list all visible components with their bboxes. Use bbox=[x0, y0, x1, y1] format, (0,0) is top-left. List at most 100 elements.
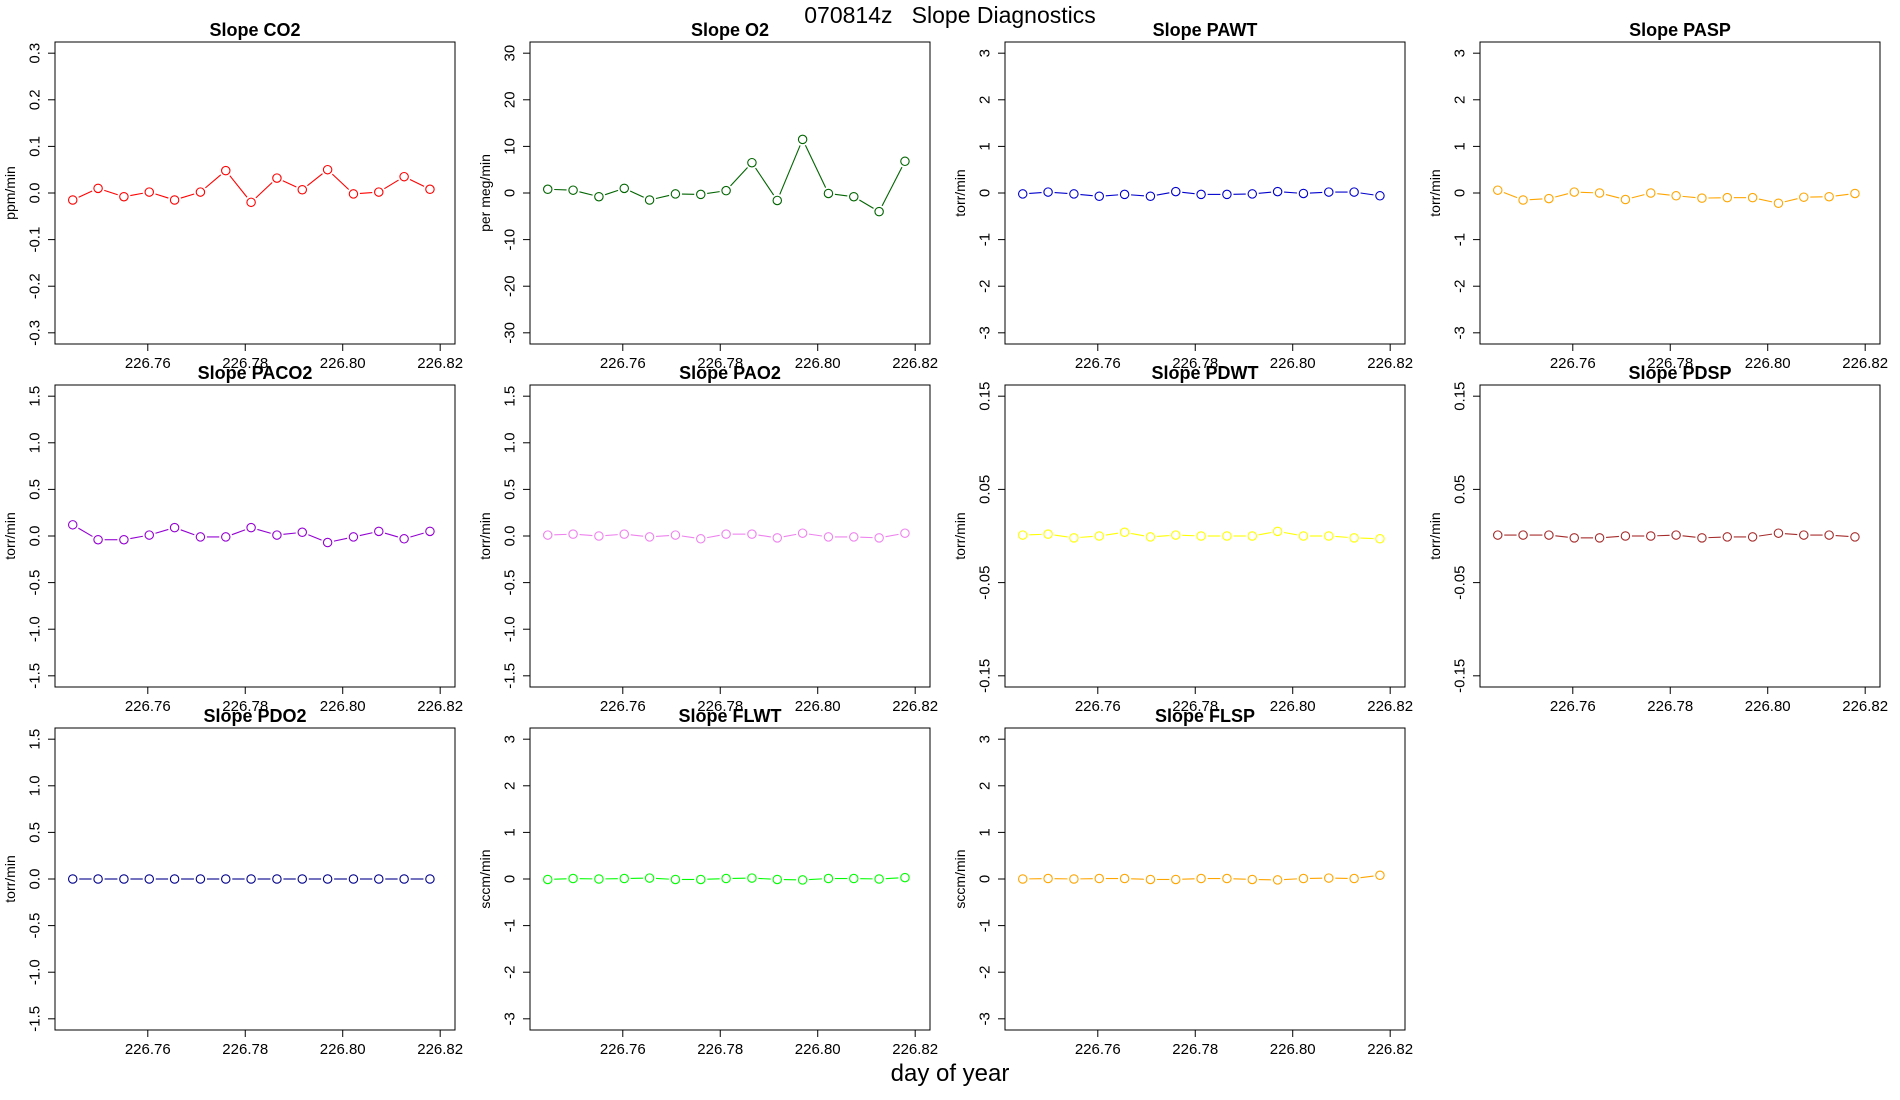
data-point bbox=[399, 534, 409, 544]
x-tick-label: 226.82 bbox=[417, 698, 463, 715]
data-point bbox=[1697, 533, 1707, 543]
data-point bbox=[1298, 188, 1309, 199]
data-point bbox=[348, 874, 359, 884]
data-point bbox=[1747, 192, 1758, 203]
y-tick-label: -1 bbox=[977, 919, 994, 932]
data-point bbox=[297, 874, 308, 884]
data-point bbox=[874, 874, 884, 884]
x-tick-label: 226.76 bbox=[600, 698, 646, 715]
data-point bbox=[1349, 533, 1359, 543]
x-tick-label: 226.82 bbox=[417, 355, 463, 372]
series-segment bbox=[730, 167, 748, 187]
data-point bbox=[1171, 530, 1181, 540]
page-title: 070814z Slope Diagnostics bbox=[804, 2, 1096, 28]
y-tick-label: 0 bbox=[977, 875, 994, 883]
data-point bbox=[1671, 530, 1681, 540]
data-point bbox=[849, 873, 859, 884]
data-point bbox=[1017, 189, 1028, 199]
data-point bbox=[619, 529, 629, 539]
series-segment bbox=[604, 189, 619, 196]
data-point bbox=[297, 527, 308, 538]
data-point bbox=[644, 532, 655, 542]
series-segment bbox=[1054, 191, 1068, 195]
series-segment bbox=[1784, 533, 1798, 536]
series-segment bbox=[1682, 535, 1696, 538]
series-segment bbox=[384, 179, 399, 190]
y-tick-label: -2 bbox=[977, 280, 994, 293]
y-tick-label: 2 bbox=[977, 782, 994, 790]
data-point bbox=[246, 522, 256, 533]
y-tick-label: -20 bbox=[502, 275, 519, 297]
data-point bbox=[900, 528, 910, 538]
chart-slope-pdwt: Slope PDWT torr/min 226.76 226.78 226.80 226.… bbox=[952, 363, 1413, 715]
data-point bbox=[670, 189, 681, 199]
x-tick-label: 226.80 bbox=[795, 698, 841, 715]
data-point bbox=[1272, 186, 1283, 197]
series-segment bbox=[1606, 535, 1619, 538]
data-point bbox=[399, 874, 409, 884]
data-point bbox=[1518, 195, 1528, 205]
data-point bbox=[1017, 530, 1028, 540]
y-axis-label: sccm/min bbox=[477, 849, 493, 908]
data-point bbox=[849, 532, 859, 542]
data-point bbox=[374, 874, 384, 884]
y-tick-label: -0.15 bbox=[1452, 659, 1469, 693]
y-tick-label: 1.0 bbox=[27, 432, 44, 453]
data-point bbox=[119, 874, 129, 884]
data-point bbox=[1094, 873, 1104, 884]
series-segment bbox=[331, 173, 350, 190]
y-tick-label: 1 bbox=[977, 828, 994, 836]
y-tick-label: -1.5 bbox=[27, 1006, 44, 1032]
chart-slope-pawt: Slope PAWT torr/min 226.76 226.78 226.80 226.… bbox=[952, 20, 1413, 372]
y-tick-label: -1 bbox=[1452, 233, 1469, 246]
y-tick-label: -1.0 bbox=[27, 616, 44, 642]
chart-title: Slope CO2 bbox=[209, 20, 300, 40]
data-point bbox=[221, 874, 231, 884]
series-segment bbox=[1503, 192, 1518, 199]
data-point bbox=[1349, 187, 1359, 197]
series-segment bbox=[359, 191, 373, 195]
x-tick-label: 226.80 bbox=[1270, 355, 1316, 372]
chart-slope-flsp: Slope FLSP sccm/min 226.76 226.78 226.80 226.… bbox=[952, 706, 1413, 1058]
series-segment bbox=[1758, 533, 1773, 537]
y-tick-label: 10 bbox=[502, 138, 519, 155]
data-point bbox=[246, 874, 256, 884]
y-tick-label: 20 bbox=[502, 91, 519, 108]
series-segment bbox=[384, 532, 399, 538]
y-tick-label: 0 bbox=[1452, 189, 1469, 197]
data-point bbox=[1196, 531, 1206, 541]
data-point bbox=[1017, 874, 1028, 884]
data-point bbox=[1247, 531, 1258, 541]
series-segment bbox=[104, 189, 118, 196]
data-point bbox=[93, 874, 103, 884]
y-axis-label: torr/min bbox=[2, 855, 18, 902]
y-tick-label: 1.0 bbox=[27, 775, 44, 796]
data-point bbox=[144, 530, 154, 540]
data-point bbox=[93, 534, 103, 545]
series-segment bbox=[1080, 535, 1093, 538]
x-tick-label: 226.78 bbox=[222, 698, 268, 715]
series-segment bbox=[707, 534, 720, 539]
series-segment bbox=[1835, 534, 1849, 538]
y-tick-label: -0.15 bbox=[977, 659, 994, 693]
data-point bbox=[594, 874, 604, 884]
y-tick-label: 2 bbox=[502, 782, 519, 790]
data-point bbox=[797, 875, 808, 885]
data-point bbox=[1569, 533, 1579, 543]
data-point bbox=[721, 873, 731, 884]
data-point bbox=[1247, 874, 1258, 885]
data-point bbox=[900, 156, 910, 167]
data-point bbox=[67, 874, 78, 884]
y-tick-label: 30 bbox=[502, 45, 519, 62]
data-point bbox=[272, 874, 282, 884]
data-point bbox=[1272, 875, 1283, 885]
data-point bbox=[1722, 532, 1733, 542]
x-tick-label: 226.82 bbox=[1842, 355, 1888, 372]
y-tick-label: -2 bbox=[977, 966, 994, 979]
x-tick-label: 226.82 bbox=[417, 1041, 463, 1058]
y-tick-label: 0.1 bbox=[27, 136, 44, 157]
data-point bbox=[1171, 186, 1181, 197]
x-tick-label: 226.78 bbox=[1647, 355, 1693, 372]
data-point bbox=[1492, 530, 1503, 540]
series-segment bbox=[130, 535, 143, 540]
